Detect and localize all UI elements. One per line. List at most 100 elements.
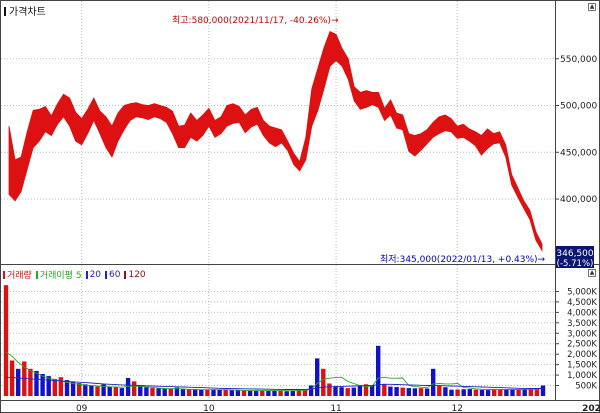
- volume-tick-label: 2,000K: [567, 350, 597, 360]
- volume-bar: [504, 389, 509, 396]
- volume-bar: [321, 368, 326, 396]
- volume-bar: [296, 390, 302, 396]
- volume-grid: [1, 265, 555, 400]
- volume-bar: [156, 388, 161, 396]
- volume-bar: [205, 389, 210, 396]
- high-annotation: 최고:580,000(2021/11/17, -40.26%)→: [172, 15, 339, 26]
- volume-bar: [77, 383, 82, 396]
- volume-bar: [34, 370, 39, 396]
- volume-bar: [394, 387, 399, 396]
- volume-bar: [534, 388, 540, 396]
- volume-bar: [241, 390, 247, 396]
- price-panel-title-text: 가격차트: [9, 7, 46, 18]
- volume-bar: [406, 388, 411, 396]
- legend-ma5: 거래이평 5: [35, 268, 82, 281]
- volume-bar: [58, 377, 64, 396]
- volume-bar: [138, 385, 143, 396]
- volume-bar: [412, 388, 418, 396]
- legend-ma120-label: 120: [128, 269, 146, 280]
- volume-bar: [168, 388, 173, 396]
- volume-bar: [431, 368, 436, 396]
- volume-bar: [217, 389, 222, 396]
- legend-ma60-swatch: [105, 270, 108, 279]
- current-change: (-5.71%): [557, 259, 594, 269]
- legend-ma60: 60: [105, 268, 120, 281]
- volume-bar: [467, 389, 472, 396]
- volume-bar: [461, 389, 466, 396]
- volume-bar: [186, 389, 192, 396]
- volume-bar: [455, 389, 460, 396]
- legend-volume: 거래량: [3, 268, 32, 281]
- volume-bars: [3, 285, 546, 396]
- volume-bar: [540, 385, 546, 396]
- volume-bar: [485, 390, 491, 396]
- price-grid: [1, 1, 555, 264]
- volume-bar: [125, 378, 131, 396]
- price-series-band: [8, 31, 543, 252]
- volume-bar: [522, 389, 527, 396]
- volume-bar: [278, 391, 283, 396]
- volume-bar: [424, 388, 430, 396]
- price-tick-label: 550,000: [560, 55, 597, 65]
- legend-ma60-label: 60: [109, 269, 121, 280]
- volume-bar: [443, 387, 448, 396]
- volume-bar: [510, 389, 515, 396]
- volume-tick-label: 500K: [575, 382, 597, 392]
- volume-bar: [400, 387, 405, 396]
- scroll-down-button[interactable]: ▲: [588, 269, 596, 277]
- volume-bar: [492, 389, 497, 396]
- volume-bar: [260, 390, 265, 396]
- x-tick-label: 10: [203, 404, 215, 413]
- volume-bar: [254, 390, 259, 396]
- volume-tick-label: 1,500K: [567, 361, 597, 371]
- price-tick-label: 450,000: [560, 148, 597, 158]
- volume-bar: [223, 389, 228, 396]
- volume-bar: [46, 376, 51, 396]
- volume-legend: 거래량 거래이평 5 20 60 120: [3, 268, 146, 281]
- volume-bar: [229, 390, 234, 396]
- volume-tick-label: 3,500K: [567, 319, 597, 329]
- volume-bar: [3, 285, 9, 396]
- volume-bar: [302, 389, 308, 396]
- volume-bar: [113, 387, 118, 396]
- x-tick-label: 2022/01: [582, 404, 600, 413]
- volume-bar: [28, 368, 33, 396]
- volume-bar: [473, 389, 479, 396]
- x-tick-label: 11: [330, 404, 341, 413]
- volume-bar: [101, 384, 106, 396]
- volume-bar: [528, 388, 533, 396]
- price-tick-label: 500,000: [560, 102, 597, 112]
- legend-ma5-swatch: [35, 270, 38, 279]
- volume-bar: [498, 389, 503, 396]
- scroll-up-button[interactable]: ▲: [588, 3, 596, 11]
- legend-ma20: 20: [85, 268, 101, 281]
- volume-tick-label: 1,000K: [567, 371, 597, 381]
- volume-bar: [162, 388, 167, 396]
- volume-bar: [89, 385, 94, 396]
- volume-bar: [70, 381, 76, 396]
- volume-tick-label: 4,500K: [567, 298, 597, 308]
- volume-moving-averages: [5, 351, 544, 392]
- volume-bar: [16, 368, 21, 396]
- volume-bar: [290, 390, 295, 396]
- volume-tick-label: 3,000K: [567, 329, 597, 339]
- volume-bar: [449, 389, 454, 396]
- volume-bar: [193, 389, 198, 396]
- volume-bar: [339, 387, 344, 396]
- legend-ma120-swatch: [124, 270, 127, 279]
- volume-bar: [9, 360, 15, 396]
- volume-bar: [83, 384, 88, 396]
- volume-bar: [382, 383, 387, 396]
- ma20-line: [5, 376, 543, 390]
- volume-bar: [199, 389, 204, 396]
- price-panel-title: 가격차트: [4, 3, 46, 18]
- volume-bar: [516, 389, 521, 396]
- volume-bar: [211, 389, 216, 396]
- x-tick-label: 12: [451, 404, 462, 413]
- volume-bar: [272, 390, 277, 396]
- volume-tick-label: 2,500K: [567, 340, 597, 350]
- volume-bar: [119, 388, 125, 396]
- volume-bar: [437, 385, 442, 396]
- legend-volume-label: 거래량: [7, 271, 32, 281]
